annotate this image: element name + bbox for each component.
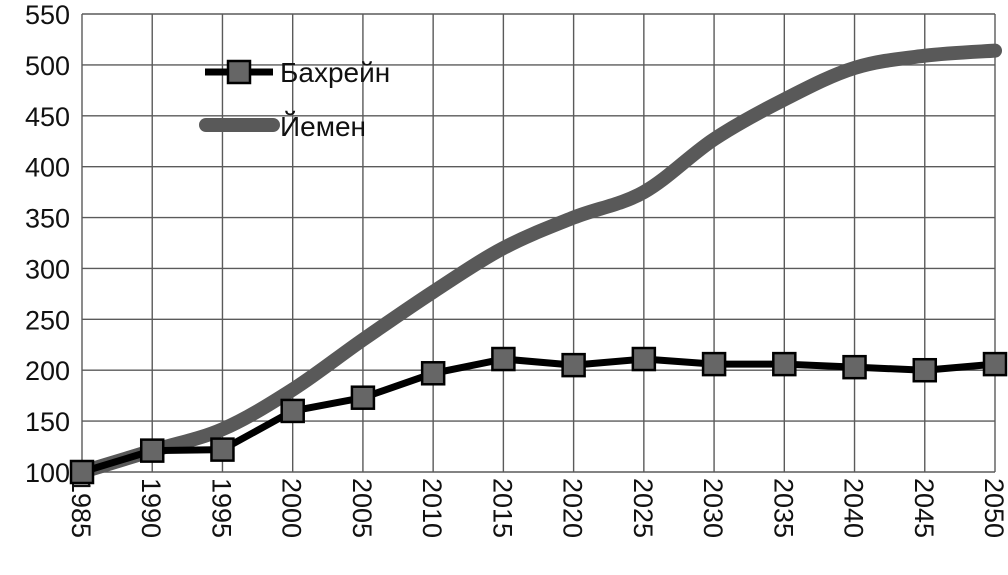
x-tick-label: 1990 (136, 478, 166, 538)
data-point-bahrain (912, 357, 938, 383)
data-point-bahrain (631, 346, 657, 372)
data-point-bahrain (701, 351, 727, 377)
data-point-bahrain (139, 438, 165, 463)
x-tick-label: 2000 (277, 478, 307, 538)
x-tick-label: 2035 (768, 478, 798, 538)
series-line-yemen (75, 43, 1002, 479)
legend-label-bahrain: Бахрейн (280, 57, 390, 88)
data-point-bahrain (982, 351, 1008, 377)
y-tick-label: 550 (25, 0, 70, 30)
y-tick-label: 200 (25, 356, 70, 386)
legend: Бахрейн Йемен (199, 57, 390, 142)
y-tick-label: 450 (25, 102, 70, 132)
y-tick-label: 100 (25, 458, 70, 488)
x-tick-label: 2040 (839, 478, 869, 538)
grid (81, 13, 996, 473)
data-point-bahrain (210, 437, 235, 462)
y-tick-label: 500 (25, 51, 70, 81)
x-tick-label: 2045 (909, 478, 939, 538)
y-tick-label: 150 (25, 407, 70, 437)
x-tick-label: 2005 (347, 478, 377, 538)
legend-label-yemen: Йемен (280, 111, 366, 142)
x-tick-label: 2050 (979, 478, 1008, 538)
y-axis-ticks: 100 150 200 250 300 350 400 450 500 550 (25, 0, 70, 488)
y-tick-label: 250 (25, 305, 70, 335)
x-tick-label: 2015 (487, 478, 517, 538)
data-point-bahrain (69, 459, 95, 485)
data-point-bahrain (561, 352, 586, 378)
legend-marker-bahrain (226, 59, 252, 85)
data-point-bahrain (491, 346, 516, 372)
x-tick-label: 2030 (698, 478, 728, 538)
data-point-bahrain (420, 361, 446, 386)
data-point-bahrain (350, 385, 376, 410)
series (69, 43, 1008, 485)
x-tick-label: 2025 (628, 478, 658, 538)
x-tick-label: 1985 (66, 478, 96, 538)
x-tick-label: 2010 (417, 478, 447, 538)
x-tick-label: 2020 (558, 478, 588, 538)
data-point-bahrain (772, 351, 797, 377)
data-point-bahrain (280, 398, 305, 424)
y-tick-label: 300 (25, 254, 70, 284)
data-point-bahrain (842, 354, 867, 380)
y-tick-label: 350 (25, 204, 70, 234)
x-axis-ticks: 1985 1990 1995 2000 2005 2010 2015 2020 2025 2030… (66, 478, 1008, 538)
x-tick-label: 1995 (206, 478, 236, 538)
y-tick-label: 400 (25, 153, 70, 183)
